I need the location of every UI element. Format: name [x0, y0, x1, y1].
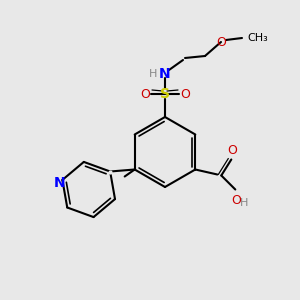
Text: O: O	[180, 88, 190, 100]
Text: O: O	[216, 35, 226, 49]
Text: O: O	[140, 88, 150, 100]
Text: CH₃: CH₃	[247, 33, 268, 43]
Text: N: N	[54, 176, 65, 190]
Text: H: H	[240, 197, 248, 208]
Text: O: O	[231, 194, 241, 206]
Text: N: N	[159, 67, 171, 81]
Text: H: H	[148, 69, 157, 79]
Text: S: S	[160, 87, 170, 101]
Text: O: O	[227, 143, 237, 157]
